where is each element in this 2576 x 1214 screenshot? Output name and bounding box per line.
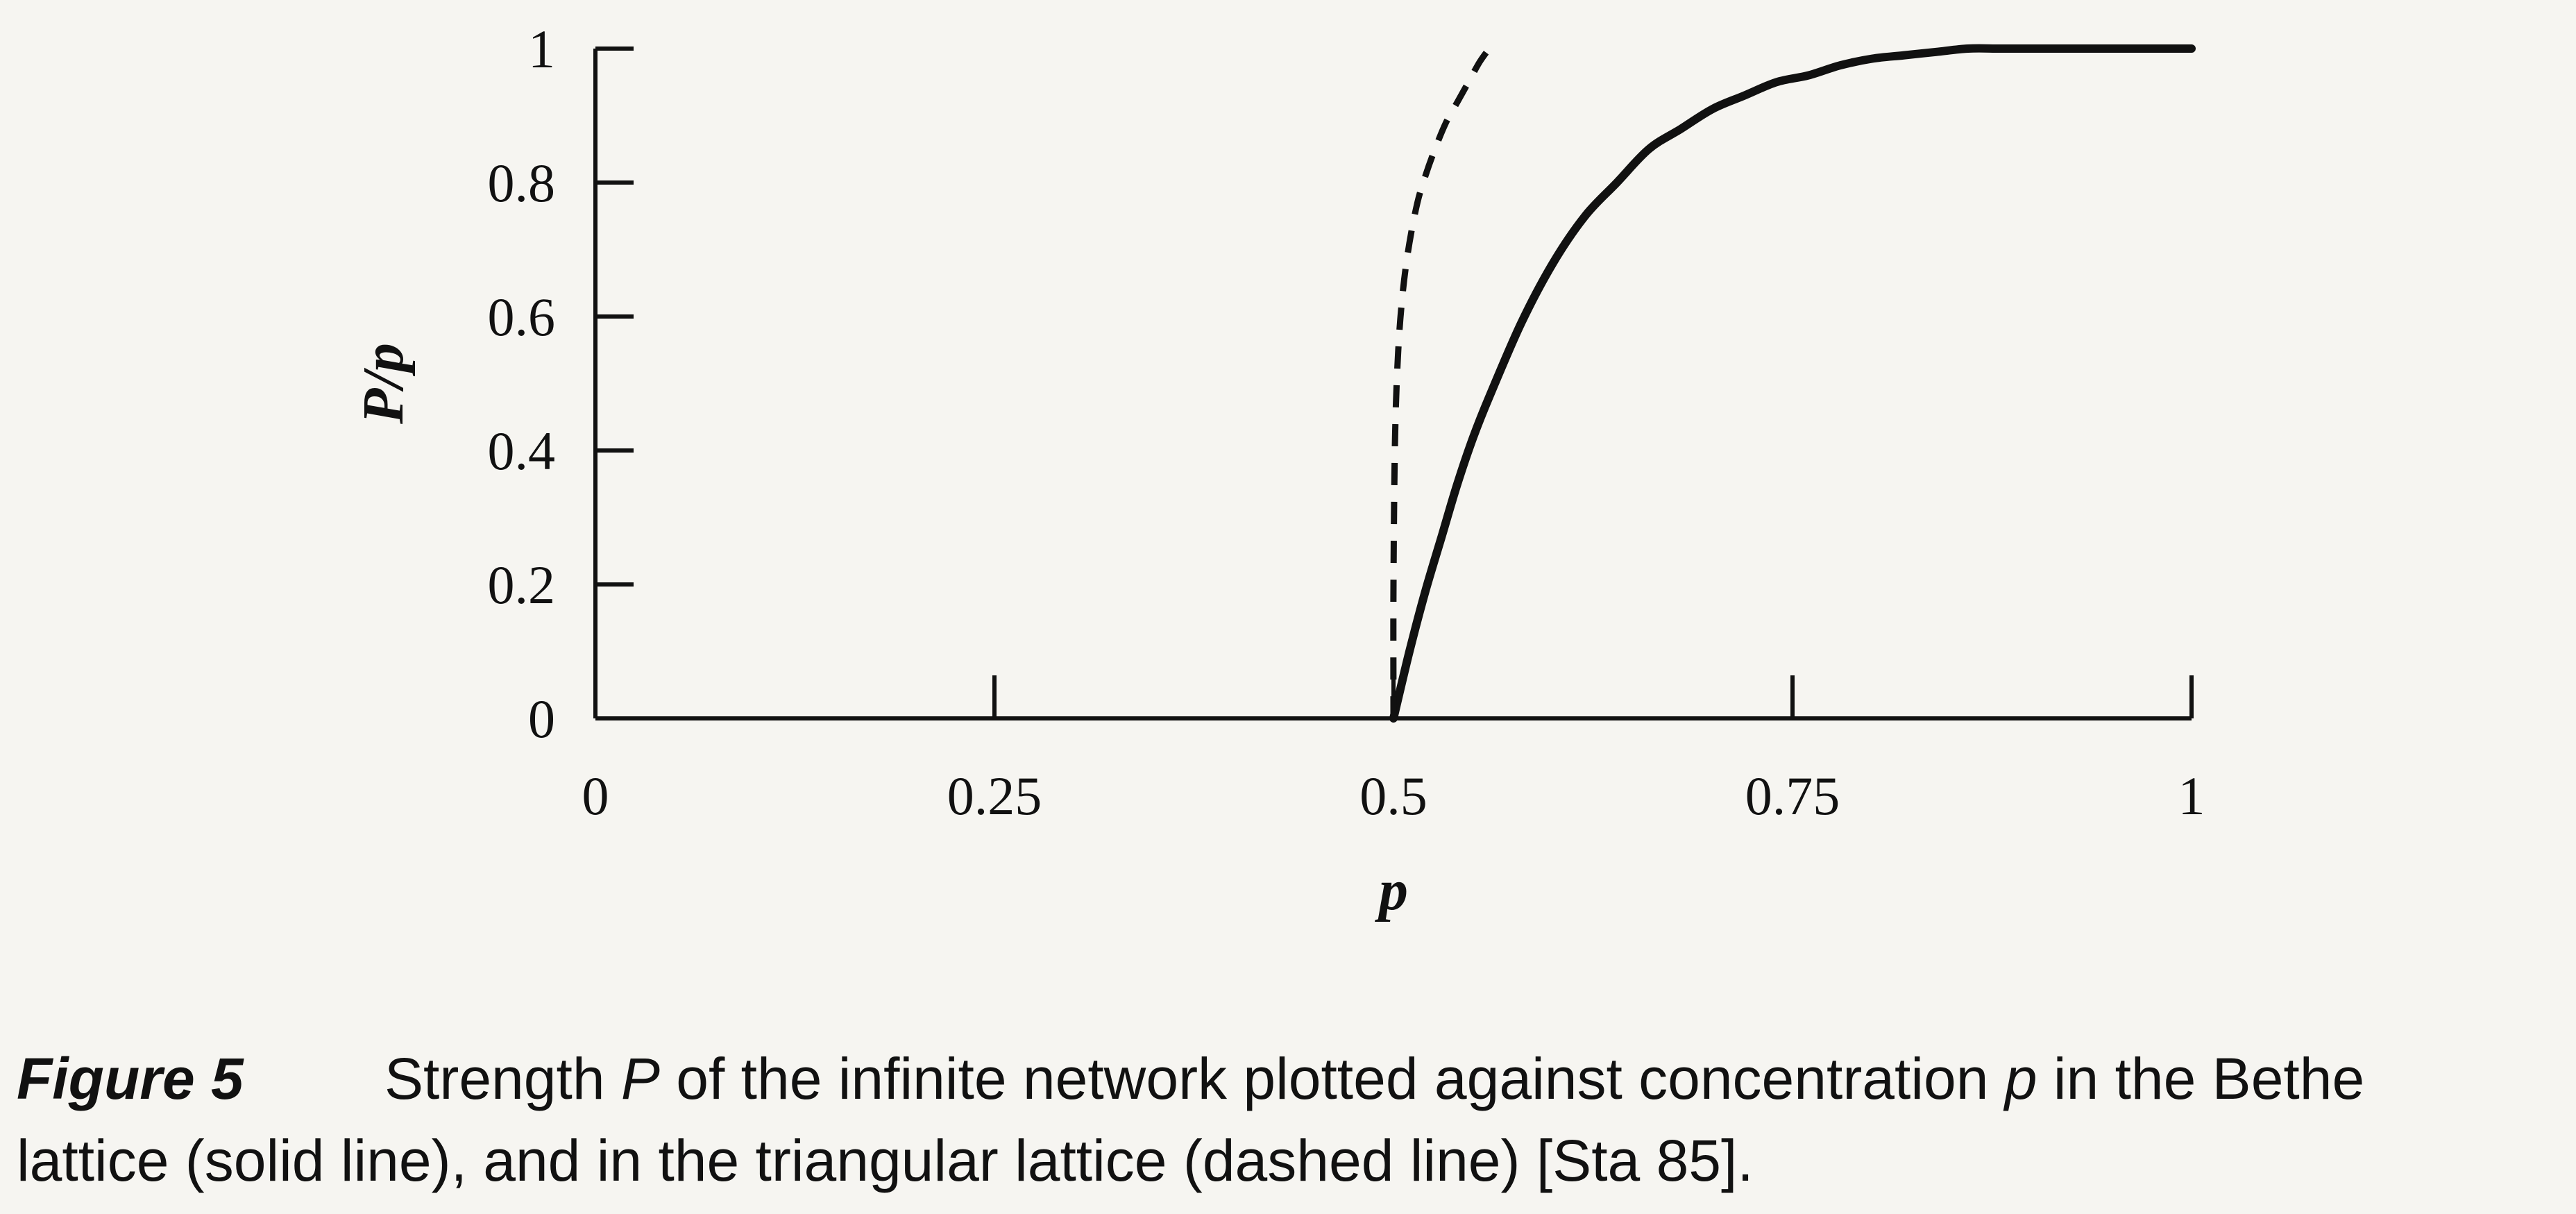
- y-tick-label: 0.2: [488, 555, 556, 615]
- caption-line-1: Figure 5 Strength P of the infinite netwo…: [17, 1038, 2564, 1120]
- x-tick-label: 1: [2178, 766, 2205, 826]
- axes: 0 0.2 0.4 0.6 0.8 1 0 0.25 0.5 0.75 1: [488, 19, 2205, 826]
- x-tick-label: 0: [582, 766, 609, 826]
- chart: 0 0.2 0.4 0.6 0.8 1 0 0.25 0.5 0.75 1 p P/p: [351, 19, 2205, 922]
- curves: [1389, 44, 2196, 723]
- y-tick-label: 0.6: [488, 287, 556, 347]
- figure-number: Figure 5: [17, 1046, 244, 1111]
- y-axis-label: P/p: [351, 343, 416, 425]
- caption-symbol: p: [2004, 1046, 2037, 1111]
- caption-text: in the Bethe: [2037, 1046, 2365, 1111]
- caption-symbol: P: [620, 1046, 660, 1111]
- caption-text: Strength: [384, 1046, 621, 1111]
- y-tick-label: 0.4: [488, 421, 556, 481]
- x-tick-label: 0.5: [1359, 766, 1427, 826]
- y-tick-label: 0.8: [488, 153, 556, 213]
- x-axis-label: p: [1375, 858, 1408, 922]
- dashed-series-line: [1390, 47, 1492, 719]
- y-tick-label: 1: [528, 19, 555, 79]
- caption-line-2: lattice (solid line), and in the triangu…: [17, 1128, 1754, 1193]
- x-tick-label: 0.75: [1745, 766, 1840, 826]
- y-tick-label: 0: [528, 689, 555, 749]
- caption-text: of the infinite network plotted against …: [659, 1046, 2005, 1111]
- x-tick-label: 0.25: [947, 766, 1042, 826]
- figure-caption: Figure 5 Strength P of the infinite netwo…: [17, 1038, 2564, 1202]
- solid-series-line: [1389, 44, 2196, 723]
